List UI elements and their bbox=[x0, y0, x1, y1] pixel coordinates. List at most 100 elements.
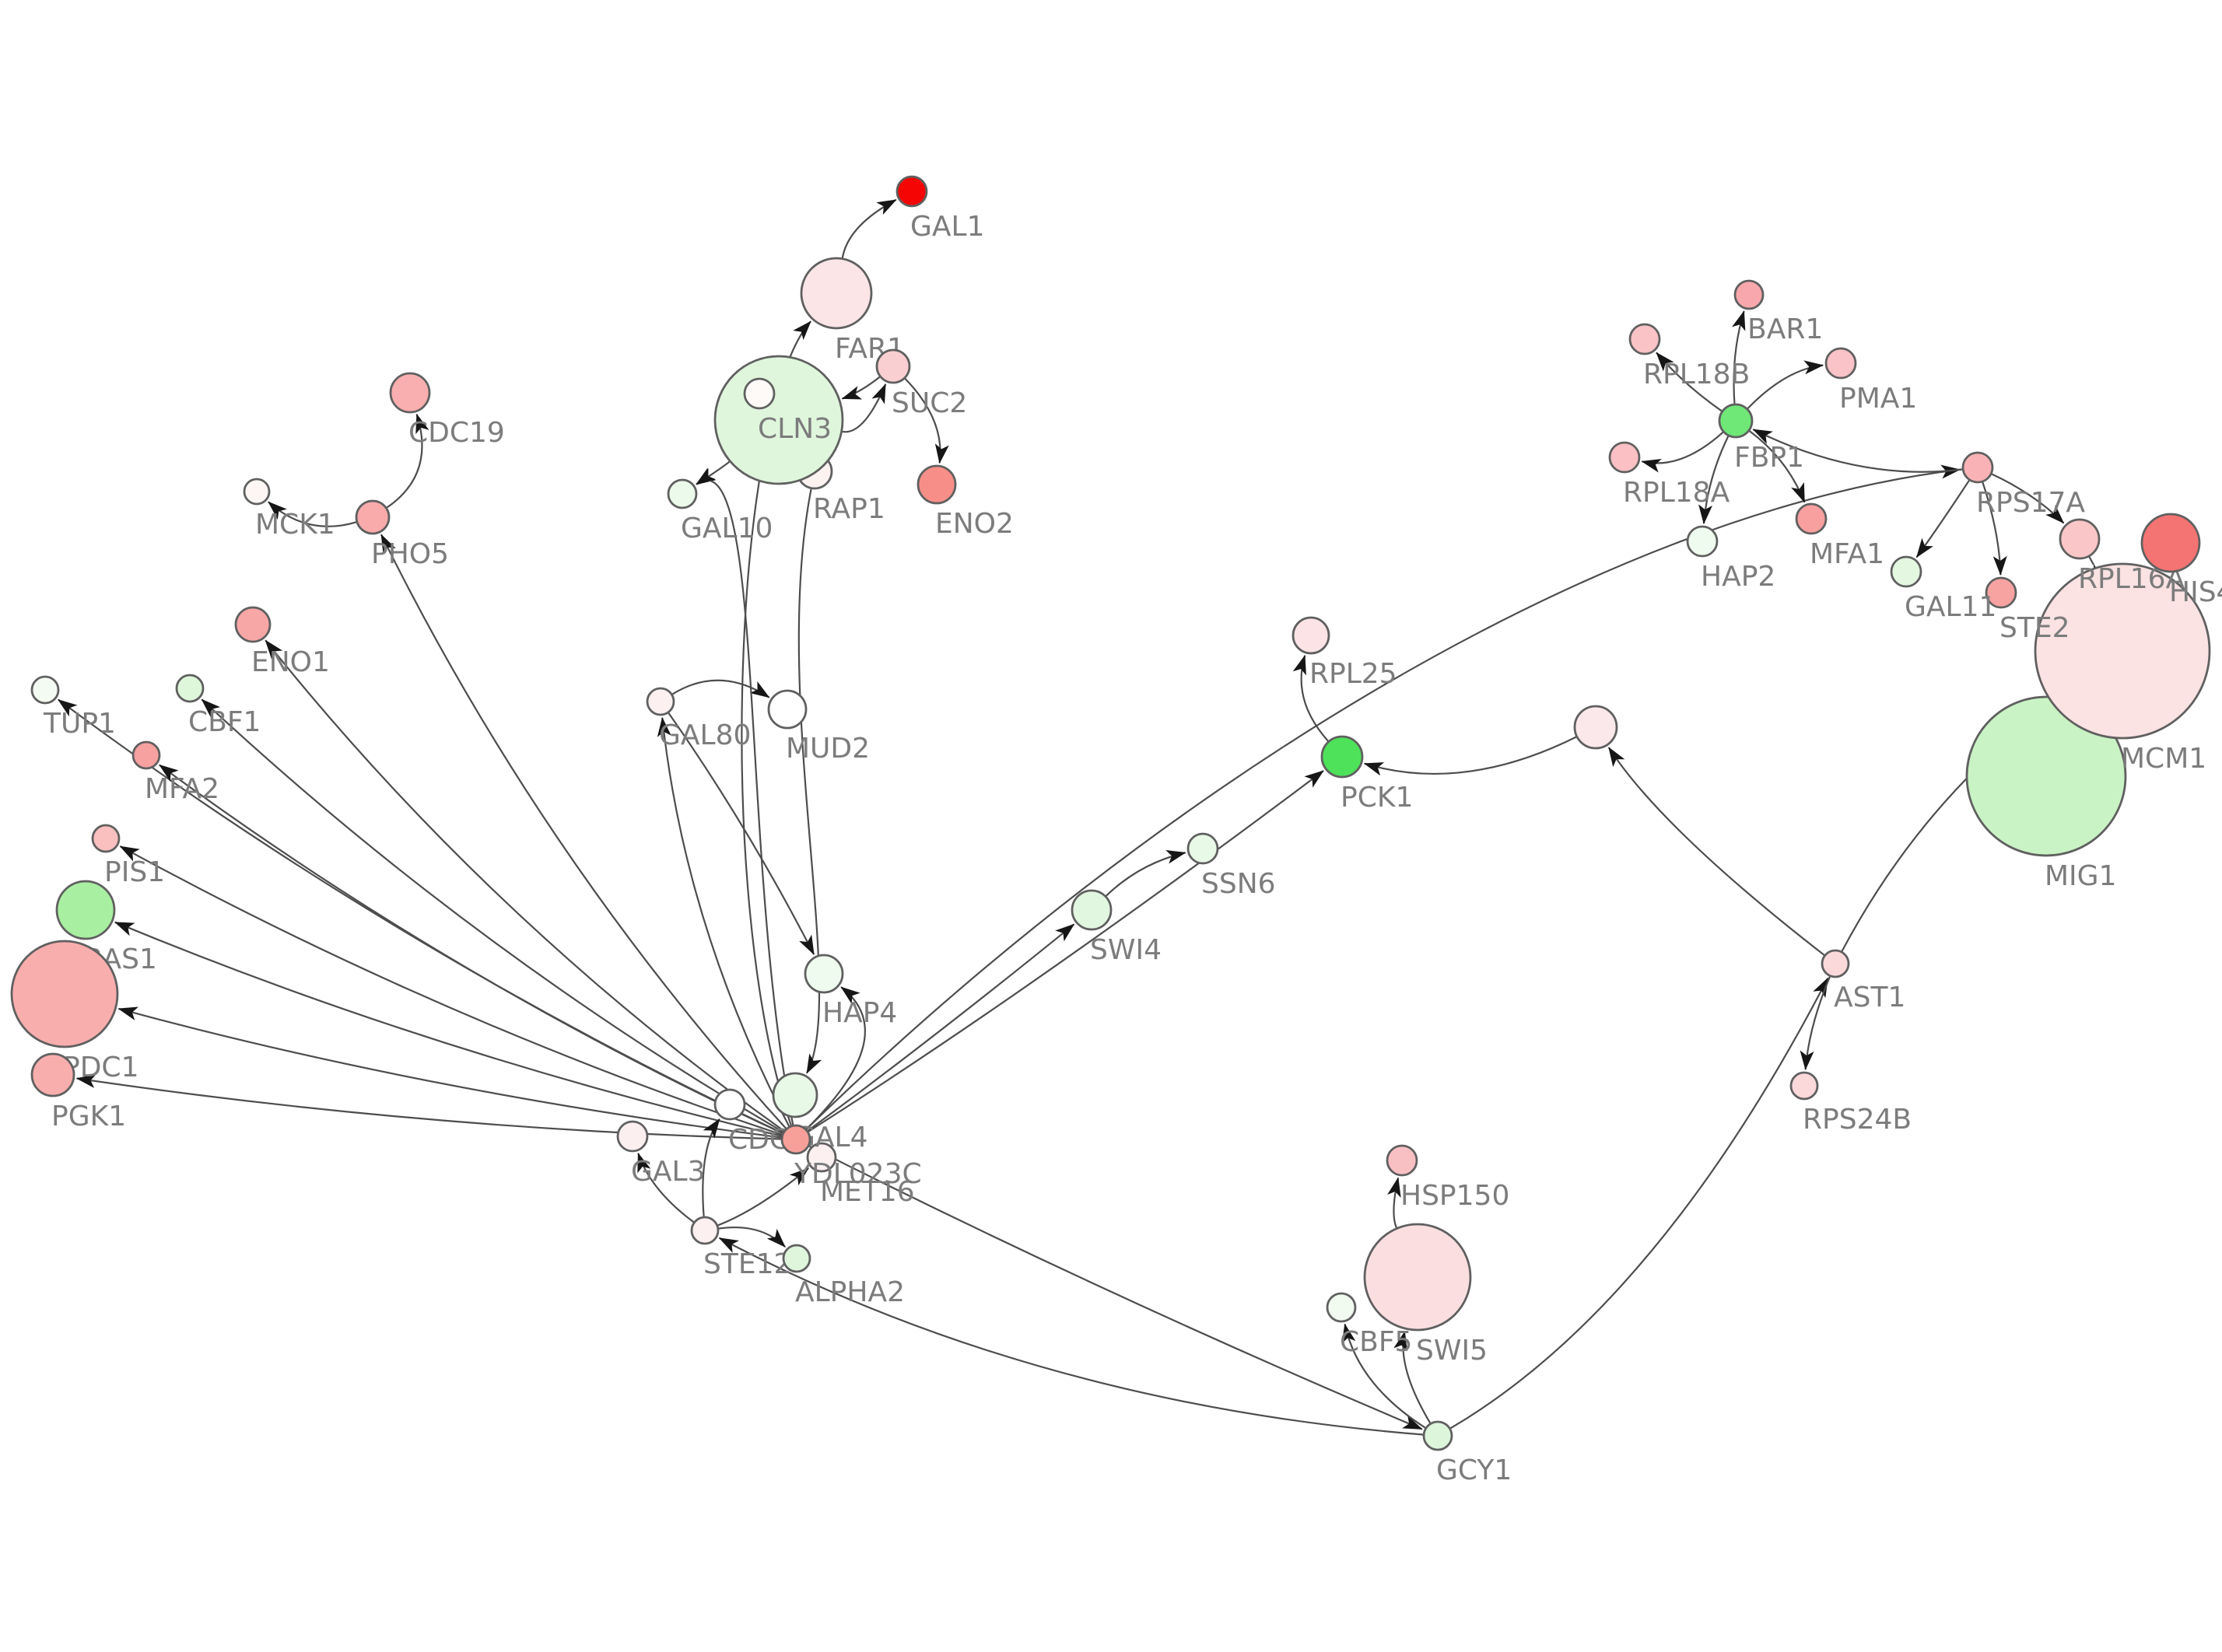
node-gal11[interactable] bbox=[1890, 555, 1922, 588]
edge-pck1-rpl25 bbox=[1292, 654, 1329, 742]
node-eno2[interactable] bbox=[916, 464, 957, 505]
edge-ste12-cdc6 bbox=[702, 1118, 720, 1217]
edge-fbp1-pma1 bbox=[1747, 360, 1824, 409]
node-label-suc2: SUC2 bbox=[892, 387, 967, 419]
node-far1[interactable] bbox=[800, 257, 873, 330]
node-cdc6[interactable] bbox=[713, 1088, 746, 1121]
node-label-rpl25: RPL25 bbox=[1309, 658, 1397, 690]
node-label-tup1: TUP1 bbox=[43, 708, 116, 740]
node-gal10[interactable] bbox=[667, 478, 698, 509]
node-pho5[interactable] bbox=[355, 499, 391, 535]
node-pck1[interactable] bbox=[1320, 735, 1364, 779]
node-tup1[interactable] bbox=[30, 675, 60, 705]
edge-gcy1-swi5 bbox=[1393, 1331, 1432, 1424]
node-ste2[interactable] bbox=[1985, 576, 2017, 609]
node-label-mcm1: MCM1 bbox=[2121, 743, 2206, 775]
node-ydl023c[interactable] bbox=[780, 1124, 811, 1155]
node-suc2[interactable] bbox=[875, 348, 911, 384]
edge-rap1-gal4 bbox=[797, 488, 822, 1074]
node-met16[interactable] bbox=[806, 1142, 837, 1173]
node-cln3[interactable] bbox=[743, 377, 776, 410]
node-label-rpl18b: RPL18B bbox=[1643, 359, 1750, 390]
node-gal3[interactable] bbox=[616, 1120, 649, 1153]
edge-unnamed1-pck1 bbox=[1363, 736, 1577, 776]
node-label-swi5: SWI5 bbox=[1416, 1335, 1488, 1367]
edge-rps17a-rpl16a bbox=[1991, 473, 2065, 524]
node-pdc1[interactable] bbox=[10, 940, 119, 1048]
edge-ydl023c-mfa2 bbox=[159, 764, 783, 1135]
node-label-rps17a: RPS17A bbox=[1976, 487, 2085, 519]
node-rpl25[interactable] bbox=[1291, 616, 1330, 655]
node-ast1[interactable] bbox=[1821, 949, 1850, 978]
node-mud2[interactable] bbox=[767, 689, 808, 730]
edge-swi4-ssn6 bbox=[1105, 849, 1186, 897]
node-swi4[interactable] bbox=[1071, 889, 1113, 931]
node-his4[interactable] bbox=[2140, 513, 2201, 573]
node-mck1[interactable] bbox=[243, 478, 271, 506]
node-gal1[interactable] bbox=[895, 175, 928, 208]
edge-ydl023c-gal80 bbox=[657, 716, 790, 1127]
node-swi5[interactable] bbox=[1363, 1223, 1472, 1332]
node-mfa1[interactable] bbox=[1795, 502, 1828, 535]
node-label-gal3: GAL3 bbox=[631, 1156, 705, 1188]
edge-ast1-unnamed1 bbox=[1607, 747, 1825, 956]
node-rpl16a[interactable] bbox=[2059, 518, 2101, 560]
node-label-rap1: RAP1 bbox=[813, 493, 885, 525]
node-label-gal11: GAL11 bbox=[1905, 591, 1996, 623]
node-ras1[interactable] bbox=[55, 880, 116, 940]
node-label-ste2: STE2 bbox=[1999, 612, 2070, 644]
node-label-gal1: GAL1 bbox=[910, 211, 984, 243]
edge-biggreen-suc2 bbox=[842, 383, 887, 433]
node-pgk1[interactable] bbox=[30, 1052, 75, 1097]
node-mfa2[interactable] bbox=[131, 740, 161, 770]
edge-ydl023c-pdc1 bbox=[117, 1006, 782, 1139]
node-label-mfa1: MFA1 bbox=[1810, 538, 1884, 570]
node-gal80[interactable] bbox=[646, 687, 675, 716]
node-gcy1[interactable] bbox=[1422, 1420, 1453, 1451]
node-mcm1[interactable] bbox=[2034, 562, 2211, 740]
node-label-ast1: AST1 bbox=[1834, 982, 1905, 1013]
node-ste12[interactable] bbox=[690, 1216, 720, 1245]
node-label-pma1: PMA1 bbox=[1839, 383, 1917, 415]
edge-ast1-rps24b bbox=[1800, 976, 1831, 1071]
node-label-gal10: GAL10 bbox=[681, 513, 773, 544]
node-hap2[interactable] bbox=[1686, 525, 1719, 558]
node-rpl18b[interactable] bbox=[1628, 323, 1661, 355]
node-cdc19[interactable] bbox=[389, 372, 431, 414]
node-pis1[interactable] bbox=[91, 824, 121, 853]
node-pma1[interactable] bbox=[1824, 347, 1857, 380]
edge-ydl023c-pho5 bbox=[380, 534, 787, 1129]
node-hsp150[interactable] bbox=[1386, 1144, 1418, 1177]
edge-far1-gal1 bbox=[841, 198, 897, 258]
node-cbf5[interactable] bbox=[1326, 1292, 1357, 1323]
edge-ste12-met16 bbox=[717, 1167, 809, 1227]
node-rpl18a[interactable] bbox=[1608, 441, 1641, 474]
node-label-mud2: MUD2 bbox=[786, 733, 870, 765]
edge-ydl023c-gcy1 bbox=[808, 1145, 1423, 1430]
node-label-pis1: PIS1 bbox=[104, 856, 165, 888]
node-fbp1[interactable] bbox=[1718, 403, 1754, 439]
node-label-pdc1: PDC1 bbox=[63, 1052, 138, 1083]
node-ssn6[interactable] bbox=[1186, 832, 1219, 865]
node-hap4[interactable] bbox=[804, 954, 844, 994]
node-label-met16: MET16 bbox=[820, 1176, 915, 1208]
node-unnamed1[interactable] bbox=[1573, 705, 1618, 750]
edge-suc2-eno2 bbox=[904, 378, 949, 464]
node-gal4[interactable] bbox=[772, 1072, 818, 1118]
node-cbf1[interactable] bbox=[175, 674, 205, 703]
edge-ydl023c-cbf1 bbox=[201, 698, 784, 1133]
edge-ste12-gal3 bbox=[637, 1152, 695, 1223]
node-label-alpha2: ALPHA2 bbox=[795, 1276, 905, 1308]
node-bar1[interactable] bbox=[1733, 279, 1765, 310]
node-rps24b[interactable] bbox=[1789, 1071, 1819, 1101]
edge-fbp1-hap2 bbox=[1698, 436, 1730, 525]
node-label-hsp150: HSP150 bbox=[1400, 1180, 1509, 1212]
node-eno1[interactable] bbox=[234, 606, 272, 643]
node-rps17a[interactable] bbox=[1961, 451, 1994, 484]
node-label-swi4: SWI4 bbox=[1090, 934, 1162, 966]
node-alpha2[interactable] bbox=[782, 1244, 811, 1273]
node-mig1[interactable] bbox=[1965, 695, 2127, 857]
